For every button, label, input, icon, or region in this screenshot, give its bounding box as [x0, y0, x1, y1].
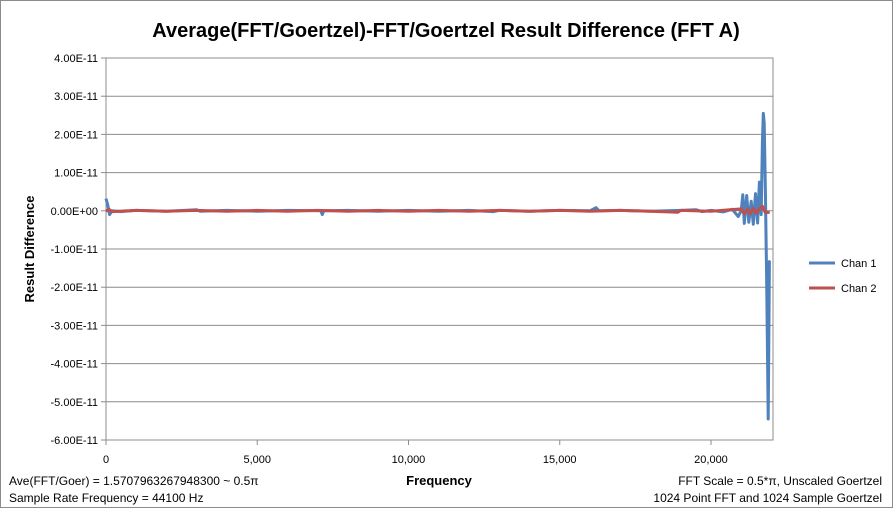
x-tick-label: 10,000 — [392, 454, 426, 466]
sample-rate-note: Sample Rate Frequency = 44100 Hz — [9, 491, 204, 505]
legend: Chan 1 Chan 2 — [809, 258, 876, 295]
y-axis-ticks: 4.00E-11 3.00E-11 2.00E-11 1.00E-11 0.00E+00… — [51, 53, 106, 447]
y-tick-label: -6.00E-11 — [51, 435, 99, 447]
series-layer — [104, 111, 772, 421]
y-tick-label: 1.00E-11 — [54, 168, 98, 180]
y-tick-label: -2.00E-11 — [51, 282, 99, 294]
legend-label: Chan 1 — [841, 258, 876, 270]
fft-scale-note: FFT Scale = 0.5*π, Unscaled Goertzel — [678, 474, 882, 488]
y-tick-label: 4.00E-11 — [54, 53, 98, 65]
y-tick-label: -5.00E-11 — [51, 397, 99, 409]
y-tick-label: -4.00E-11 — [51, 359, 99, 371]
chart-title: Average(FFT/Goertzel)-FFT/Goertzel Resul… — [152, 20, 739, 42]
y-tick-label: 3.00E-11 — [54, 91, 98, 103]
x-tick-label: 20,000 — [694, 454, 728, 466]
y-tick-label: 0.00E+00 — [51, 206, 98, 218]
y-tick-label: -3.00E-11 — [51, 320, 99, 332]
calc-notes: Ave(FFT/Goer) = 1.5707963267948300 ~ 0.5… — [9, 473, 259, 507]
legend-label: Chan 2 — [841, 283, 876, 295]
x-tick-label: 5,000 — [243, 454, 271, 466]
average-ratio-note: Ave(FFT/Goer) = 1.5707963267948300 ~ 0.5… — [9, 474, 259, 488]
x-tick-label: 15,000 — [543, 454, 577, 466]
series-line-chan-1 — [104, 111, 772, 421]
y-axis-label: Result Difference — [22, 196, 37, 303]
fft-size-note: 1024 Point FFT and 1024 Sample Goertzel — [653, 491, 882, 505]
grid-lines — [106, 57, 773, 441]
series-line-chan-2 — [105, 204, 771, 216]
x-tick-label: 0 — [103, 454, 109, 466]
x-axis-ticks: 0 5,000 10,000 15,000 20,000 — [103, 440, 728, 466]
y-tick-label: 2.00E-11 — [54, 129, 98, 141]
y-tick-label: -1.00E-11 — [51, 244, 99, 256]
config-notes: FFT Scale = 0.5*π, Unscaled Goertzel 102… — [653, 473, 882, 507]
x-axis-label: Frequency — [406, 473, 473, 488]
